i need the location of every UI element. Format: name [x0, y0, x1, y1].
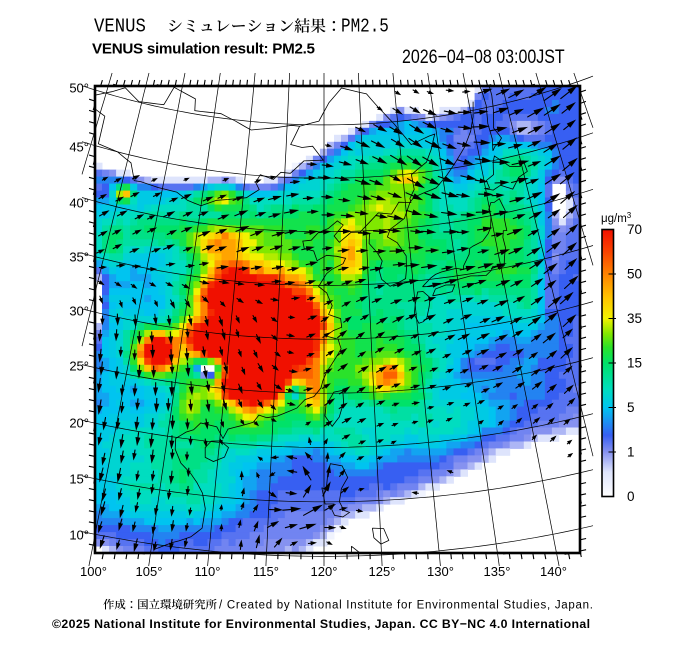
- svg-text:0: 0: [627, 489, 635, 504]
- svg-text:50°: 50°: [69, 81, 89, 96]
- svg-text:VENUS simulation result: PM2.5: VENUS simulation result: PM2.5: [92, 41, 316, 58]
- svg-text:©2025 National Institute for E: ©2025 National Institute for Environment…: [52, 617, 590, 631]
- svg-text:45°: 45°: [69, 140, 89, 155]
- svg-text:35°: 35°: [69, 250, 89, 265]
- svg-text:140°: 140°: [540, 564, 567, 579]
- svg-text:10°: 10°: [69, 528, 89, 543]
- svg-text:70: 70: [627, 222, 642, 237]
- svg-text:μg/m3: μg/m3: [601, 211, 632, 225]
- svg-text:5: 5: [627, 400, 635, 415]
- svg-text:35: 35: [627, 311, 642, 326]
- svg-text:135°: 135°: [484, 564, 511, 579]
- svg-text:100°: 100°: [80, 564, 107, 579]
- svg-text:50: 50: [627, 267, 642, 282]
- svg-text:105°: 105°: [136, 564, 163, 579]
- svg-text:115°: 115°: [253, 564, 279, 579]
- svg-text:2026−04−08 03:00JST: 2026−04−08 03:00JST: [402, 46, 565, 68]
- svg-text:/ Created by National Institut: / Created by National Institute for Envi…: [219, 600, 593, 612]
- svg-text:30°: 30°: [69, 304, 89, 319]
- svg-text:PM2.5: PM2.5: [341, 16, 389, 38]
- svg-text:15°: 15°: [69, 472, 89, 487]
- svg-text:25°: 25°: [69, 359, 89, 374]
- svg-text:125°: 125°: [369, 564, 396, 579]
- svg-text:15: 15: [627, 356, 642, 371]
- svg-text:1: 1: [627, 445, 635, 460]
- svg-text:120°: 120°: [311, 564, 338, 579]
- svg-text:VENUS: VENUS: [94, 17, 146, 38]
- svg-text:110°: 110°: [195, 564, 221, 579]
- svg-text:130°: 130°: [427, 564, 454, 579]
- svg-text:20°: 20°: [69, 416, 89, 431]
- svg-text:40°: 40°: [69, 196, 89, 211]
